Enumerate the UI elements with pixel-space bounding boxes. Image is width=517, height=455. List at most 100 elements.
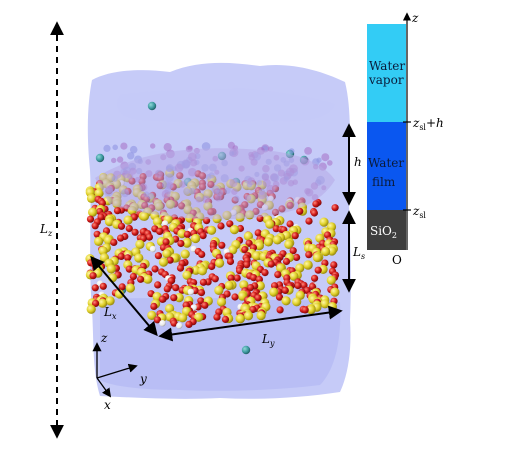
oxygen-atom bbox=[311, 274, 319, 282]
oxygen-atom bbox=[296, 207, 304, 215]
film-label-line2: film bbox=[372, 175, 396, 189]
oxygen-atom bbox=[272, 225, 280, 233]
oxygen-atom bbox=[261, 269, 269, 277]
silicon-atom bbox=[174, 293, 184, 303]
ly-label: Ly bbox=[261, 332, 275, 348]
film-water-molecule bbox=[150, 143, 156, 149]
silicon-atom bbox=[158, 257, 169, 267]
oxygen-atom bbox=[91, 284, 99, 292]
oxygen-atom bbox=[117, 234, 125, 242]
oxygen-atom bbox=[208, 262, 216, 271]
oxygen-atom bbox=[247, 284, 255, 292]
oxygen-atom bbox=[86, 215, 95, 223]
lz-label: Lz bbox=[39, 222, 53, 238]
film-water-molecule bbox=[321, 153, 330, 162]
silicon-atom bbox=[178, 313, 188, 323]
oxygen-atom bbox=[213, 313, 221, 321]
silicon-atom bbox=[180, 249, 190, 259]
oxygen-atom bbox=[314, 266, 322, 274]
oxygen-atom bbox=[158, 295, 166, 303]
silicon-atom bbox=[254, 241, 264, 251]
oxygen-atom bbox=[110, 238, 118, 246]
silicon-atom bbox=[319, 217, 329, 227]
oxygen-atom bbox=[113, 207, 122, 215]
oxygen-atom bbox=[305, 251, 313, 259]
oxygen-atom bbox=[131, 228, 139, 236]
silicon-atom bbox=[239, 280, 249, 290]
silicon-atom bbox=[86, 193, 97, 203]
film-water-molecule bbox=[129, 145, 138, 154]
vapor-label-line1: Water bbox=[369, 59, 405, 73]
oxygen-atom bbox=[331, 204, 339, 212]
oxygen-atom bbox=[226, 257, 235, 266]
oxygen-atom bbox=[254, 229, 262, 237]
film-water-molecule bbox=[304, 147, 312, 155]
oxygen-atom bbox=[183, 230, 191, 238]
silicon-atom bbox=[162, 249, 172, 259]
oxygen-atom bbox=[172, 284, 180, 292]
y-axis-arrow bbox=[96, 363, 138, 379]
oxygen-atom bbox=[117, 222, 126, 230]
oxygen-atom bbox=[163, 285, 171, 293]
oxygen-atom bbox=[201, 301, 209, 309]
silicon-atom bbox=[182, 270, 192, 280]
oxygen-atom bbox=[231, 293, 239, 301]
silicon-atom bbox=[94, 236, 104, 246]
oxygen-atom bbox=[330, 261, 338, 269]
zsl-h-label: zsl+h bbox=[412, 116, 444, 132]
silicon-atom bbox=[207, 225, 217, 235]
oxygen-atom bbox=[289, 247, 297, 255]
oxygen-atom bbox=[294, 282, 302, 290]
oxygen-atom bbox=[99, 282, 107, 290]
oxygen-atom bbox=[291, 232, 299, 240]
silicon-atom bbox=[292, 297, 302, 307]
layer-z-axis-label: z bbox=[411, 11, 419, 25]
oxygen-atom bbox=[301, 306, 309, 314]
film-water-molecule bbox=[120, 142, 128, 150]
silicon-atom bbox=[94, 188, 104, 198]
silicon-atom bbox=[243, 311, 254, 321]
oxygen-atom bbox=[162, 238, 170, 246]
water-film-layer bbox=[367, 122, 406, 210]
film-water-molecule bbox=[112, 144, 118, 151]
x-axis-label: x bbox=[104, 398, 111, 412]
silicon-atom bbox=[256, 311, 266, 321]
film-water-molecule bbox=[327, 160, 333, 166]
h-label: h bbox=[354, 155, 362, 169]
silicon-atom bbox=[295, 263, 305, 273]
water-film-overlay bbox=[95, 148, 335, 220]
oxygen-atom bbox=[199, 278, 207, 286]
layer-bar: Water vapor Water film SiO2 z zsl+h zsl … bbox=[367, 11, 444, 267]
oxygen-atom bbox=[199, 232, 207, 240]
oxygen-atom bbox=[91, 222, 99, 230]
oxygen-atom bbox=[310, 209, 318, 217]
film-water-molecule bbox=[267, 146, 274, 152]
oxygen-atom bbox=[308, 283, 317, 291]
oxygen-atom bbox=[255, 275, 263, 283]
silicon-atom bbox=[272, 235, 282, 245]
silicon-atom bbox=[98, 246, 108, 256]
oxygen-atom bbox=[151, 265, 159, 273]
oxygen-atom bbox=[275, 293, 284, 301]
oxygen-atom bbox=[267, 260, 275, 268]
silicon-atom bbox=[139, 211, 150, 221]
silicon-atom bbox=[125, 283, 135, 293]
silicon-atom bbox=[224, 280, 234, 291]
oxygen-atom bbox=[293, 253, 301, 261]
silicon-atom bbox=[229, 225, 239, 235]
oxygen-atom bbox=[217, 222, 225, 230]
silicon-atom bbox=[255, 281, 265, 291]
film-water-molecule bbox=[127, 152, 135, 160]
silicon-atom bbox=[191, 233, 201, 244]
hydrogen-atom bbox=[149, 245, 157, 253]
oxygen-atom bbox=[312, 200, 320, 208]
oxygen-atom bbox=[241, 246, 249, 254]
oxygen-atom bbox=[218, 241, 226, 249]
zsl-label: zsl bbox=[412, 204, 426, 220]
oxygen-atom bbox=[250, 274, 258, 282]
oxygen-atom bbox=[271, 282, 279, 290]
oxygen-atom bbox=[176, 264, 185, 272]
film-water-molecule bbox=[163, 143, 172, 152]
hydrogen-atom bbox=[159, 320, 166, 327]
